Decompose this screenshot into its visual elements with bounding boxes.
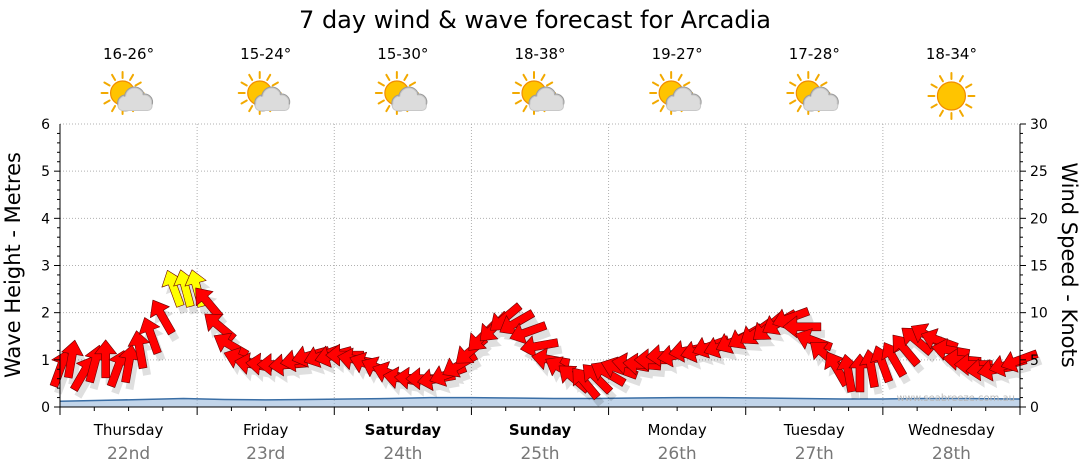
y-left-tick-label: 1 — [41, 353, 50, 369]
day-header-row: 16-26° 15-24° 15-30° 18-38° 19-27° 17-28° 18-3… — [100, 45, 977, 120]
y-right-tick-label: 20 — [1030, 211, 1048, 227]
x-day-label: Friday — [243, 421, 289, 439]
cloud — [528, 86, 565, 112]
day-temperature: 19-27° — [652, 45, 703, 63]
partly-cloudy-icon — [237, 71, 291, 115]
sun-rays — [927, 72, 976, 120]
x-date-label: 26th — [658, 444, 697, 464]
y-right-tick-label: 30 — [1030, 117, 1048, 133]
wind-arrow-shadow — [472, 327, 503, 358]
x-date-label: 23rd — [246, 444, 285, 464]
x-day-label: Saturday — [365, 421, 442, 439]
day-temperature: 17-28° — [789, 45, 840, 63]
sun-disc — [936, 81, 967, 111]
wind-arrow — [94, 339, 117, 379]
y-right-tick-label: 15 — [1030, 259, 1048, 275]
partly-cloudy-icon — [100, 71, 154, 115]
y-axis-right-label: Wind Speed - Knots — [1057, 162, 1080, 367]
partly-cloudy-icon — [786, 71, 839, 115]
wave-line — [59, 396, 1021, 403]
day-temperature: 15-24° — [240, 45, 291, 63]
sunny-icon — [927, 72, 976, 120]
y-right-tick-label: 25 — [1030, 164, 1048, 180]
wind-arrows — [49, 269, 1039, 401]
x-date-label: 27th — [795, 444, 834, 464]
cloud — [802, 86, 839, 112]
cloud — [665, 86, 702, 112]
wind-arrow — [61, 339, 84, 379]
wind-series — [49, 269, 1043, 407]
x-day-label: Sunday — [509, 421, 572, 439]
wind-arrow — [127, 330, 151, 370]
y-left-tick-label: 0 — [41, 400, 50, 416]
y-left-tick-label: 3 — [41, 259, 50, 275]
cloud — [391, 86, 428, 112]
wind-arrow — [150, 299, 176, 336]
y-left-tick-label: 2 — [41, 306, 50, 322]
partly-cloudy-icon — [374, 71, 428, 115]
day-temperature: 15-30° — [377, 45, 428, 63]
x-date-label: 25th — [520, 444, 559, 464]
x-date-label: 28th — [932, 444, 971, 464]
wave-series — [59, 396, 1021, 407]
day-temperature: 18-34° — [926, 45, 977, 63]
y-right-tick-label: 5 — [1030, 353, 1039, 369]
chart-title: 7 day wind & wave forecast for Arcadia — [299, 6, 771, 34]
x-date-label: 22nd — [107, 444, 150, 464]
chart-axes: 0 1 2 3 4 5 6 0 5 10 15 20 25 30 Thursday 22nd Friday 23r… — [41, 117, 1048, 464]
day-temperature: 18-38° — [514, 45, 565, 63]
partly-cloudy-icon — [512, 71, 565, 115]
y-left-tick-label: 4 — [41, 211, 50, 227]
cloud — [117, 86, 154, 112]
watermark-text: www.seabreeze.com.au — [897, 393, 1015, 404]
y-right-tick-label: 10 — [1030, 306, 1048, 322]
x-day-label: Wednesday — [908, 421, 995, 439]
x-day-label: Monday — [648, 421, 707, 439]
x-day-label: Thursday — [93, 421, 164, 439]
y-left-tick-label: 5 — [41, 164, 50, 180]
y-left-tick-label: 6 — [41, 117, 50, 133]
wind-arrow — [138, 317, 162, 355]
partly-cloudy-icon — [649, 71, 702, 115]
cloud — [254, 86, 291, 112]
x-day-label: Tuesday — [783, 421, 845, 439]
y-axis-left-label: Wave Height - Metres — [1, 152, 25, 378]
y-right-tick-label: 0 — [1030, 400, 1039, 416]
x-date-label: 24th — [383, 444, 422, 464]
day-temperature: 16-26° — [103, 45, 154, 63]
